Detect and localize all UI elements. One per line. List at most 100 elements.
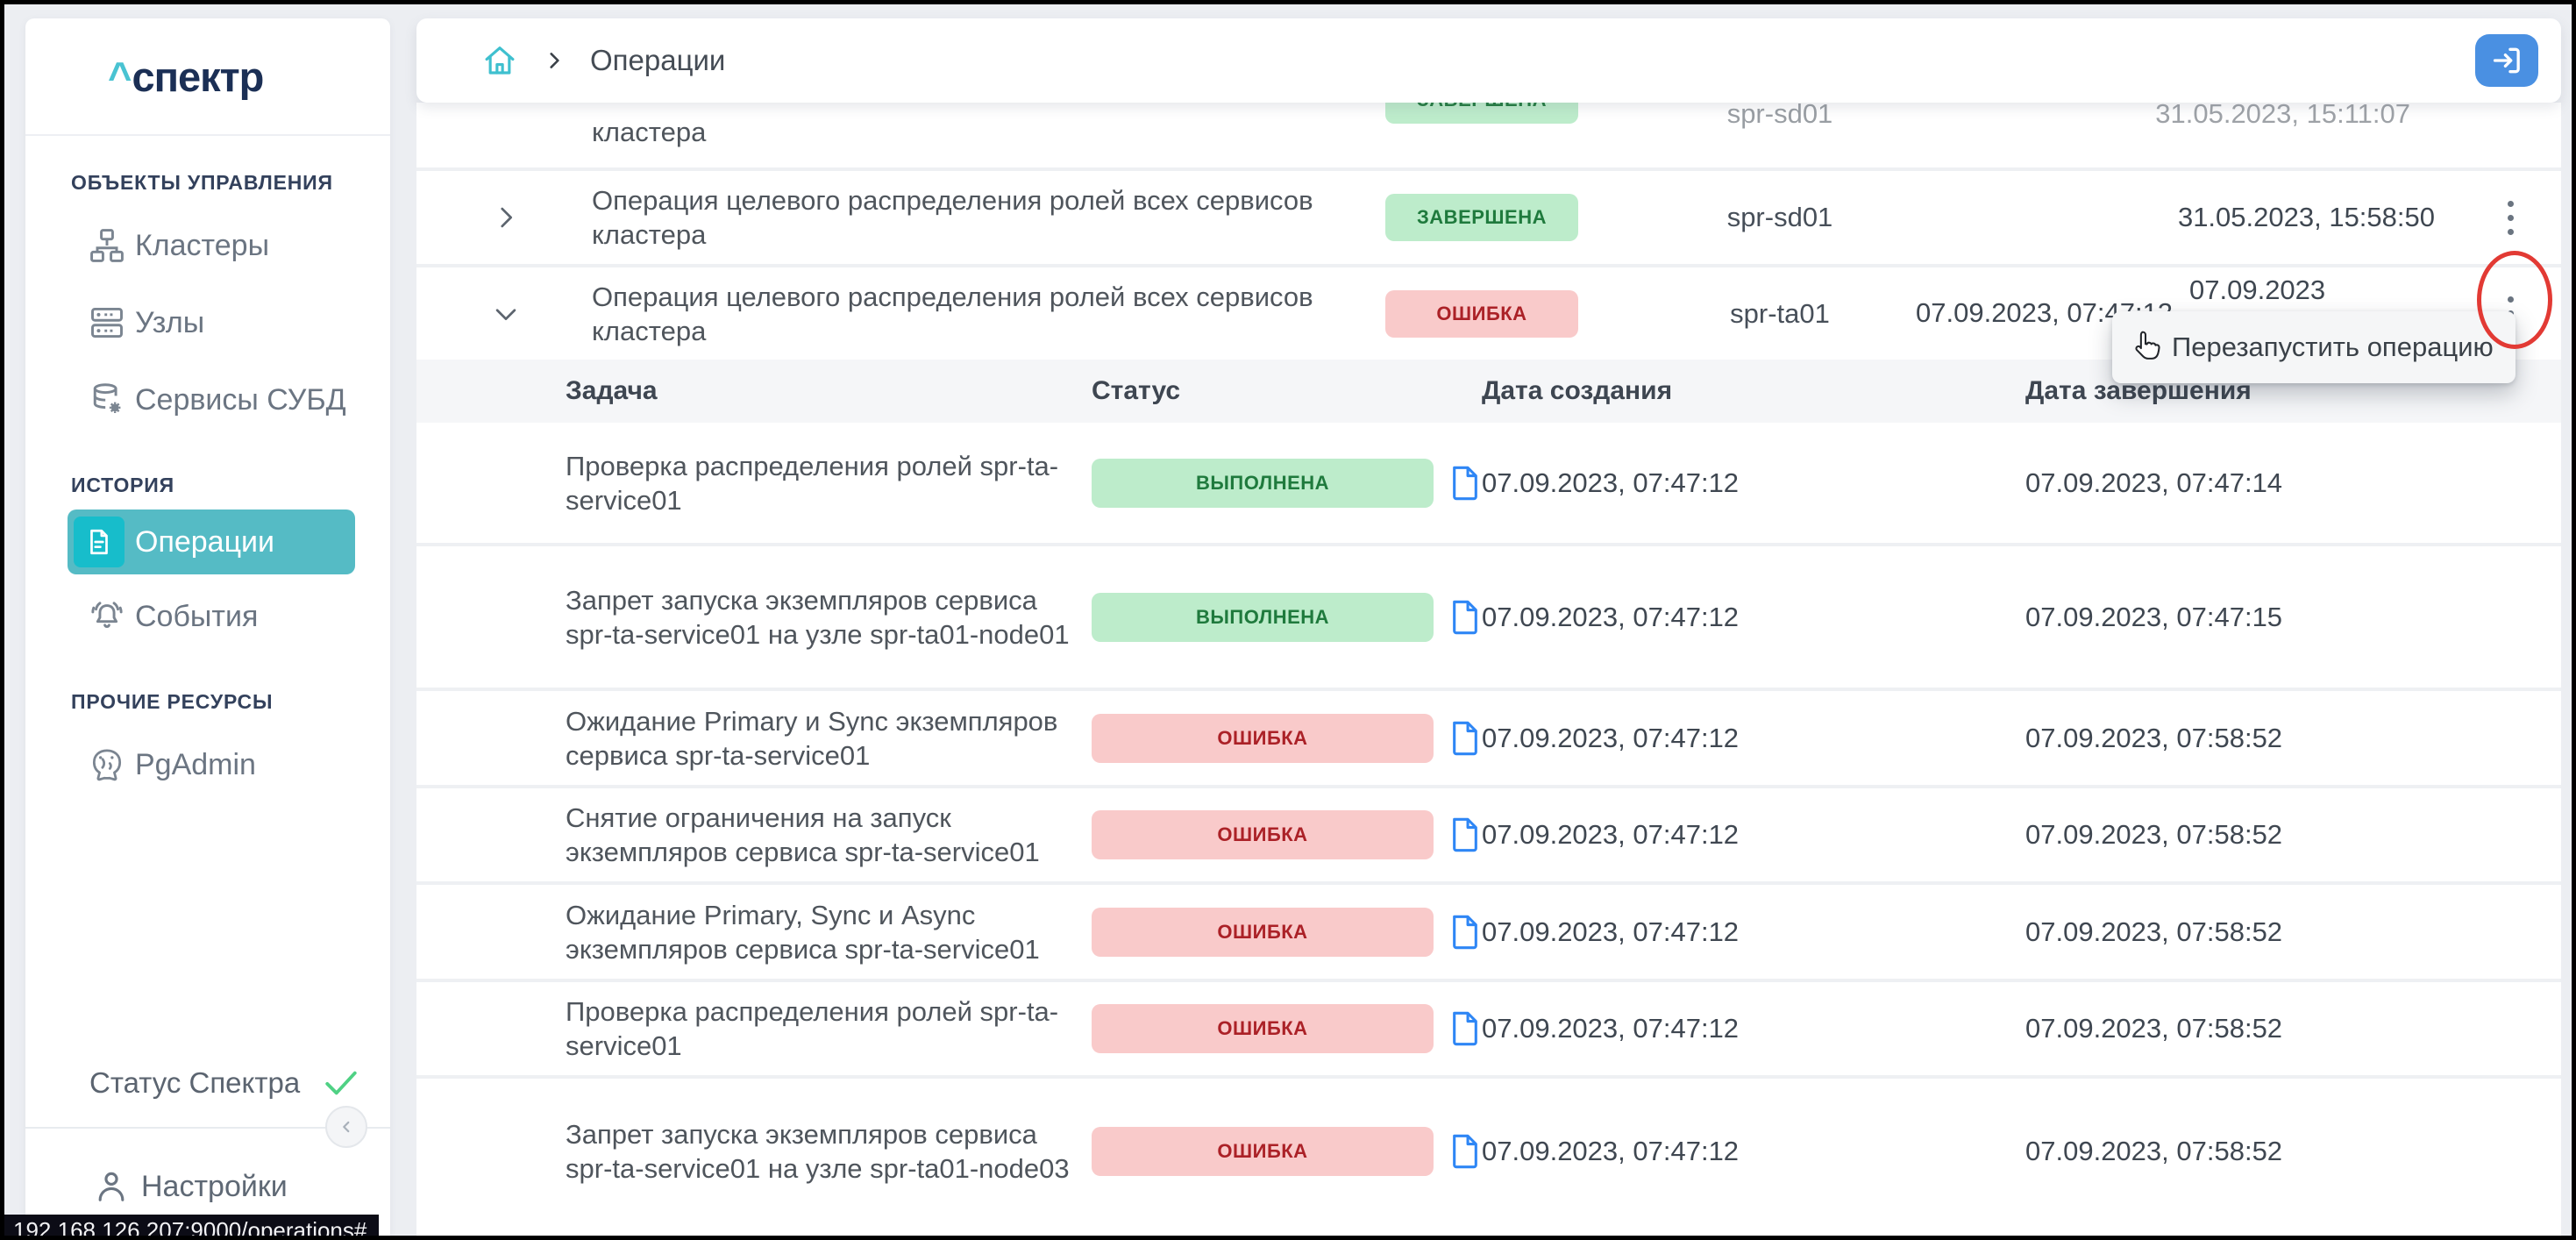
task-title: Запрет запуска экземпляров сервиса spr-t… [566, 1119, 1070, 1184]
check-icon [323, 1067, 359, 1099]
task-title: Снятие ограничения на запуск экземпляров… [566, 802, 1040, 867]
person-icon [92, 1167, 131, 1206]
task-completed-date: 07.09.2023, 07:58:52 [2025, 722, 2283, 753]
status-badge: ВЫПОЛНЕНА [1092, 458, 1434, 508]
task-created-date: 07.09.2023, 07:47:12 [1482, 722, 1740, 753]
sidebar-item-operations[interactable]: Операции [68, 510, 355, 574]
column-task: Задача [566, 376, 658, 405]
task-completed-date: 07.09.2023, 07:58:52 [2025, 819, 2283, 850]
logo-text: спектр [132, 53, 264, 100]
breadcrumb-bar: Операции [416, 18, 2561, 103]
login-icon [2490, 44, 2523, 77]
status-badge: ЗАВЕРШЕНА [1385, 103, 1578, 124]
sidebar-item-db-services[interactable]: Сервисы СУБД [25, 361, 390, 438]
main-content: Операции кластера ЗАВЕРШЕНА spr-sd01 31.… [416, 18, 2561, 1236]
sidebar-item-label: События [135, 599, 259, 633]
elephant-icon [88, 745, 126, 784]
operations-table: кластера ЗАВЕРШЕНА spr-sd01 31.05.2023, … [416, 103, 2561, 1236]
sidebar-collapse-button[interactable] [325, 1106, 367, 1148]
task-title: Проверка распределения ролей spr-ta-serv… [566, 996, 1059, 1061]
chevron-left-icon [337, 1117, 356, 1137]
task-row[interactable]: Снятие ограничения на запуск экземпляров… [416, 785, 2561, 881]
sidebar-item-nodes[interactable]: Узлы [25, 284, 390, 361]
task-created-date: 07.09.2023, 07:47:12 [1482, 601, 1740, 632]
file-icon[interactable] [1449, 600, 1481, 635]
operation-completed-date: 31.05.2023, 15:11:07 [2155, 103, 2410, 129]
document-icon [74, 517, 125, 567]
chevron-right-icon [543, 49, 566, 72]
breadcrumb: Операции [590, 44, 726, 76]
task-title: Запрет запуска экземпляров сервиса spr-t… [566, 584, 1070, 650]
operation-server: spr-sd01 [1726, 103, 1833, 129]
task-completed-date: 07.09.2023, 07:58:52 [2025, 1013, 2283, 1044]
operation-server: spr-sd01 [1726, 202, 1833, 232]
sidebar-divider [25, 1106, 390, 1148]
task-created-date: 07.09.2023, 07:47:12 [1482, 819, 1740, 850]
sidebar-item-label: Сервисы СУБД [135, 382, 346, 417]
kebab-menu-icon[interactable] [2501, 194, 2521, 242]
chevron-right-icon[interactable] [491, 203, 521, 232]
task-completed-date: 07.09.2023, 07:58:52 [2025, 916, 2283, 947]
operation-title-line: кластера [592, 117, 707, 147]
sidebar-nav: ОБЪЕКТЫ УПРАВЛЕНИЯ Кластеры [25, 136, 390, 803]
sidebar-item-pgadmin[interactable]: PgAdmin [25, 726, 390, 803]
settings-label: Настройки [141, 1169, 288, 1203]
operation-row-partial[interactable]: кластера ЗАВЕРШЕНА spr-sd01 31.05.2023, … [416, 103, 2561, 171]
sidebar-item-events[interactable]: События [25, 578, 390, 655]
task-created-date: 07.09.2023, 07:47:12 [1482, 467, 1740, 498]
file-icon[interactable] [1449, 721, 1481, 756]
task-row[interactable]: Запрет запуска экземпляров сервиса spr-t… [416, 543, 2561, 688]
logout-button[interactable] [2475, 34, 2538, 87]
chevron-down-icon[interactable] [491, 299, 521, 329]
sidebar-item-clusters[interactable]: Кластеры [25, 207, 390, 284]
section-label-objects: ОБЪЕКТЫ УПРАВЛЕНИЯ [71, 171, 333, 194]
task-row[interactable]: Ожидание Primary, Sync и Async экземпляр… [416, 881, 2561, 979]
url-status-tooltip: 192.168.126.207:9000/operations# [4, 1215, 380, 1236]
task-row[interactable]: Запрет запуска экземпляров сервиса spr-t… [416, 1075, 2561, 1224]
hand-pointer-icon [2130, 329, 2161, 366]
spektr-status: Статус Спектра [25, 1055, 390, 1111]
status-badge: ОШИБКА [1092, 713, 1434, 763]
task-completed-date: 07.09.2023, 07:58:52 [2025, 1136, 2283, 1166]
app-logo[interactable]: ^ спектр [25, 18, 390, 136]
settings-button[interactable]: Настройки [25, 1167, 390, 1206]
operation-title: Операция целевого распределения ролей вс… [592, 281, 1313, 346]
task-completed-date: 07.09.2023, 07:47:14 [2025, 467, 2283, 498]
operation-completed-date: 31.05.2023, 15:58:50 [2177, 202, 2435, 232]
task-row[interactable]: Ожидание Primary и Sync экземпляров серв… [416, 688, 2561, 785]
operation-row-expanded[interactable]: Операция целевого распределения ролей вс… [416, 267, 2561, 360]
file-icon[interactable] [1449, 817, 1481, 852]
home-icon[interactable] [481, 42, 518, 79]
task-created-date: 07.09.2023, 07:47:12 [1482, 916, 1740, 947]
sidebar-item-label: Узлы [135, 305, 205, 339]
context-menu[interactable]: Перезапустить операцию [2112, 311, 2516, 383]
operation-title: Операция целевого распределения ролей вс… [592, 185, 1313, 250]
task-title: Проверка распределения ролей spr-ta-serv… [566, 450, 1059, 516]
spektr-status-label: Статус Спектра [89, 1066, 301, 1099]
file-icon[interactable] [1449, 915, 1481, 950]
server-nodes-icon [88, 303, 126, 342]
context-menu-item-restart[interactable]: Перезапустить операцию [2172, 331, 2494, 362]
status-badge: ВЫПОЛНЕНА [1092, 592, 1434, 642]
operation-server: spr-ta01 [1730, 297, 1830, 329]
task-row[interactable]: Проверка распределения ролей spr-ta-serv… [416, 979, 2561, 1075]
clusters-icon [88, 226, 126, 265]
operation-row[interactable]: Операция целевого распределения ролей вс… [416, 171, 2561, 267]
file-icon[interactable] [1449, 466, 1481, 501]
task-row[interactable]: Проверка распределения ролей spr-ta-serv… [416, 423, 2561, 543]
operation-completed-date: 07.09.2023 [2189, 274, 2326, 305]
status-badge: ОШИБКА [1385, 289, 1578, 338]
file-icon[interactable] [1449, 1011, 1481, 1046]
database-gear-icon [88, 381, 126, 419]
status-badge: ОШИБКА [1092, 810, 1434, 859]
sidebar-item-label: Операции [135, 524, 275, 559]
file-icon[interactable] [1449, 1134, 1481, 1169]
status-badge: ОШИБКА [1092, 1127, 1434, 1176]
section-label-history: ИСТОРИЯ [71, 474, 174, 496]
sidebar: ^ спектр ОБЪЕКТЫ УПРАВЛЕНИЯ Кластеры [25, 18, 390, 1236]
task-created-date: 07.09.2023, 07:47:12 [1482, 1013, 1740, 1044]
sidebar-footer: Статус Спектра [25, 1055, 390, 1236]
status-badge: ОШИБКА [1092, 1004, 1434, 1053]
task-title: Ожидание Primary, Sync и Async экземпляр… [566, 899, 1040, 965]
status-badge: ОШИБКА [1092, 907, 1434, 957]
